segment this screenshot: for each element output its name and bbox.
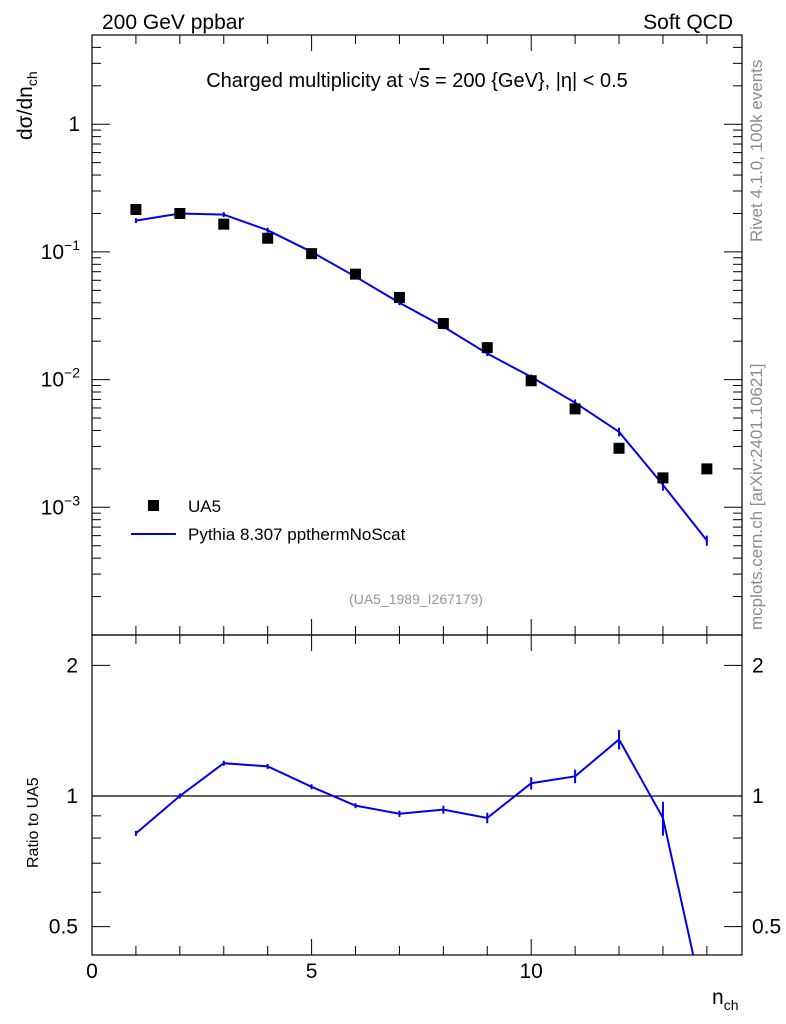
ratio-y-tick-label: 0.5 bbox=[49, 916, 78, 939]
ratio-y-tick-label: 2 bbox=[66, 654, 78, 677]
main-series-group bbox=[130, 203, 713, 546]
ratio-y-tick-label-right: 2 bbox=[752, 654, 764, 677]
main-ylabel: dσ/dnch bbox=[14, 71, 40, 140]
legend-label-ua5: UA5 bbox=[188, 497, 221, 516]
x-tick-label: 5 bbox=[306, 960, 318, 983]
xlabel: nch bbox=[712, 986, 738, 1013]
ratio-series-group bbox=[92, 729, 742, 955]
y-tick-label-base: 10 bbox=[41, 241, 64, 264]
y-tick-label-exp: −3 bbox=[64, 492, 80, 508]
ratio-plot-frame bbox=[91, 634, 743, 956]
y-tick-label: 10−2 bbox=[41, 365, 81, 392]
y-tick-label-exp: −2 bbox=[64, 365, 80, 381]
side-label-top: Rivet 4.1.0, 100k events bbox=[747, 60, 766, 242]
ua5-data-point bbox=[218, 218, 230, 230]
y-tick-label: 10−1 bbox=[41, 237, 81, 264]
ratio-ylabel: Ratio to UA5 bbox=[25, 777, 42, 868]
main-title: Charged multiplicity at √s = 200 {GeV}, … bbox=[206, 70, 628, 92]
x-tick-label: 10 bbox=[520, 960, 543, 983]
ua5-data-point bbox=[130, 203, 142, 215]
legend-marker-ua5 bbox=[148, 500, 159, 511]
side-label-bottom: mcplots.cern.ch [arXiv:2401.10621] bbox=[747, 364, 766, 630]
ratio-y-tick-label: 1 bbox=[66, 785, 78, 808]
main-plot-frame bbox=[91, 34, 743, 636]
ua5-data-point bbox=[525, 375, 537, 387]
y-tick-label: 1 bbox=[68, 113, 80, 136]
x-tick-label: 0 bbox=[86, 960, 98, 983]
ua5-data-point bbox=[174, 207, 186, 219]
ua5-data-point bbox=[481, 342, 493, 354]
reference-label: (UA5_1989_I267179) bbox=[349, 591, 483, 607]
y-tick-label: 10−3 bbox=[41, 492, 81, 519]
legend: UA5 Pythia 8.307 ppthermNoScat bbox=[131, 497, 406, 544]
y-tick-label-exp: −1 bbox=[64, 237, 80, 253]
ua5-data-point bbox=[569, 403, 581, 415]
header-right: Soft QCD bbox=[643, 11, 733, 34]
ua5-data-point bbox=[701, 463, 713, 475]
ua5-data-point bbox=[262, 232, 274, 244]
y-tick-label-base: 10 bbox=[41, 496, 64, 519]
y-tick-label-base: 10 bbox=[41, 369, 64, 392]
ratio-y-tick-label-right: 0.5 bbox=[752, 916, 781, 939]
ua5-data-point bbox=[657, 472, 669, 484]
legend-label-pythia: Pythia 8.307 ppthermNoScat bbox=[188, 525, 406, 544]
header-left: 200 GeV ppbar bbox=[102, 11, 244, 34]
ua5-data-point bbox=[393, 291, 405, 303]
ratio-y-tick-label-right: 1 bbox=[752, 785, 764, 808]
ua5-data-point bbox=[350, 268, 362, 280]
ratio-line bbox=[135, 737, 695, 955]
ua5-data-point bbox=[437, 318, 449, 330]
pythia-line bbox=[135, 212, 708, 542]
ua5-data-point bbox=[613, 442, 625, 454]
ua5-data-point bbox=[306, 248, 318, 260]
